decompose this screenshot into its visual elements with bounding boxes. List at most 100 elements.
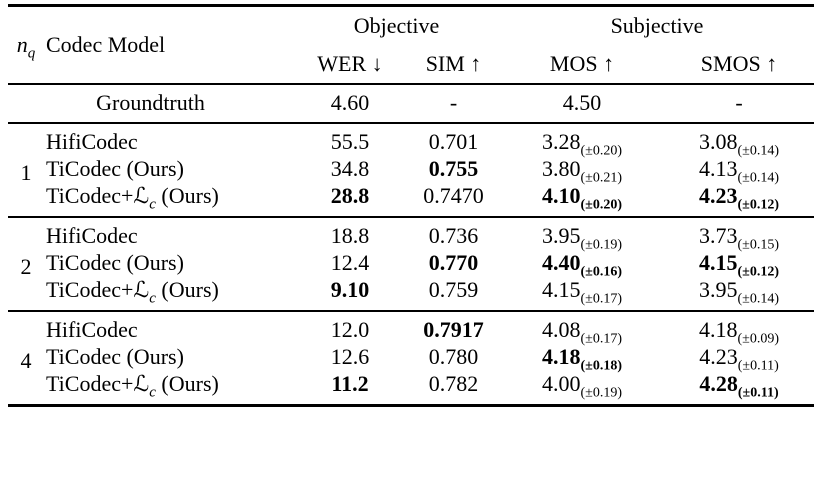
smos-ci: (±0.11) xyxy=(737,385,779,401)
model-name: HifiCodec xyxy=(44,311,293,342)
mos-main: 4.00 xyxy=(541,371,581,396)
mos-main: 3.80 xyxy=(541,156,581,181)
mos-ci: (±0.17) xyxy=(580,331,622,347)
table-row: TiCodec (Ours) 34.8 0.755 3.80(±0.21) 4.… xyxy=(8,154,814,185)
mos-value: 4.18(±0.18) xyxy=(500,342,664,373)
sim-value: 0.759 xyxy=(428,277,479,302)
mos-main: 4.15 xyxy=(541,277,581,302)
wer-value: 12.6 xyxy=(330,344,370,369)
sim-value: 0.7917 xyxy=(423,317,484,342)
smos-main: 4.18 xyxy=(698,317,738,342)
wer-value: 12.0 xyxy=(330,317,370,342)
smos-value: 4.23(±0.12) xyxy=(664,185,814,217)
model-name: TiCodec (Ours) xyxy=(44,248,293,279)
model-text: (Ours) xyxy=(155,276,219,302)
smos-value: 4.13(±0.14) xyxy=(664,154,814,185)
smos-ci: (±0.12) xyxy=(737,197,779,213)
wer-value: 34.8 xyxy=(330,156,370,181)
smos-value: 3.08(±0.14) xyxy=(664,123,814,158)
nq-symbol: n xyxy=(16,31,28,57)
sim-value: 0.780 xyxy=(428,344,479,369)
smos-main: 4.28 xyxy=(699,371,738,396)
model-name: HifiCodec xyxy=(44,123,293,154)
smos-main: 4.15 xyxy=(698,250,738,275)
group-nq1-section: 1 HifiCodec 55.5 0.701 3.28(±0.20) 3.08(… xyxy=(8,123,814,217)
group-nq4-section: 4 HifiCodec 12.0 0.7917 4.08(±0.17) 4.18… xyxy=(8,311,814,406)
smos-ci: (±0.14) xyxy=(737,170,779,186)
table-row: TiCodec+ℒc (Ours) 9.10 0.759 4.15(±0.17)… xyxy=(8,276,814,311)
mos-ci: (±0.17) xyxy=(580,291,622,307)
header-metric-row: WER ↓ SIM ↑ MOS ↑ SMOS ↑ xyxy=(8,45,814,84)
table-row: TiCodec+ℒc (Ours) 11.2 0.782 4.00(±0.19)… xyxy=(8,370,814,406)
col-header-nq: nq xyxy=(8,6,44,84)
group-nq2-section: 2 HifiCodec 18.8 0.736 3.95(±0.19) 3.73(… xyxy=(8,217,814,311)
model-text: (Ours) xyxy=(155,370,219,396)
mos-value: 3.95(±0.19) xyxy=(500,217,664,252)
smos-ci: (±0.09) xyxy=(737,331,779,347)
col-header-sim: SIM ↑ xyxy=(425,50,482,76)
results-table: nq Codec Model Objective Subjective WER … xyxy=(8,4,814,407)
wer-value: 4.60 xyxy=(330,89,370,115)
wer-value: 12.4 xyxy=(330,250,370,275)
header-group-row: nq Codec Model Objective Subjective xyxy=(8,6,814,60)
col-header-mos: MOS ↑ xyxy=(549,50,615,76)
model-text: TiCodec (Ours) xyxy=(46,249,184,275)
nq-subscript: q xyxy=(27,45,36,62)
model-text: HifiCodec xyxy=(46,316,138,342)
smos-value: 4.18(±0.09) xyxy=(664,311,814,346)
nq-value: 1 xyxy=(20,160,32,185)
smos-main: 4.23 xyxy=(698,183,738,208)
model-subscript: c xyxy=(149,383,156,400)
smos-value: 3.73(±0.15) xyxy=(664,217,814,252)
group-header-objective: Objective xyxy=(353,12,440,38)
mos-value: 3.28(±0.20) xyxy=(500,123,664,158)
smos-ci: (±0.11) xyxy=(737,358,779,374)
mos-main: 3.28 xyxy=(541,129,581,154)
model-text: HifiCodec xyxy=(46,222,138,248)
wer-value: 28.8 xyxy=(330,183,370,208)
mos-ci: (±0.20) xyxy=(580,143,622,159)
groundtruth-section: Groundtruth 4.60 - 4.50 - xyxy=(8,84,814,123)
smos-ci: (±0.12) xyxy=(737,264,779,280)
model-text: TiCodec+ xyxy=(46,370,134,396)
sim-value: 0.701 xyxy=(428,129,479,154)
smos-main: 4.13 xyxy=(698,156,738,181)
sim-value: 0.782 xyxy=(428,371,479,396)
smos-main: 4.23 xyxy=(699,344,738,369)
smos-ci: (±0.14) xyxy=(737,291,779,307)
table-row: TiCodec (Ours) 12.6 0.780 4.18(±0.18) 4.… xyxy=(8,342,814,373)
mos-main: 4.40 xyxy=(541,250,581,275)
model-name: HifiCodec xyxy=(44,217,293,248)
col-header-smos: SMOS ↑ xyxy=(700,50,778,76)
smos-value: - xyxy=(735,89,743,115)
model-name: TiCodec (Ours) xyxy=(44,342,293,373)
wer-value: 55.5 xyxy=(330,129,370,154)
table-row: 2 HifiCodec 18.8 0.736 3.95(±0.19) 3.73(… xyxy=(8,217,814,278)
smos-value: 4.28(±0.11) xyxy=(664,373,814,406)
mos-ci: (±0.16) xyxy=(580,264,622,280)
sim-value: 0.7470 xyxy=(423,183,484,208)
table-row: Groundtruth 4.60 - 4.50 - xyxy=(8,84,814,123)
col-header-wer: WER ↓ xyxy=(317,50,383,76)
model-name: TiCodec+ℒc (Ours) xyxy=(44,184,293,217)
col-header-codec-model: Codec Model xyxy=(46,31,166,57)
script-L-symbol: ℒ xyxy=(133,371,150,397)
smos-main: 3.73 xyxy=(698,223,738,248)
model-subscript: c xyxy=(149,195,156,212)
mos-value: 4.10(±0.20) xyxy=(500,185,664,217)
smos-main: 3.95 xyxy=(698,277,738,302)
mos-value: 4.40(±0.16) xyxy=(500,248,664,279)
wer-value: 18.8 xyxy=(330,223,370,248)
smos-ci: (±0.15) xyxy=(737,237,779,253)
smos-value: 4.15(±0.12) xyxy=(664,248,814,279)
model-subscript: c xyxy=(149,289,156,306)
groundtruth-label: Groundtruth xyxy=(96,89,205,115)
mos-value: 4.50 xyxy=(562,89,602,115)
mos-main: 4.08 xyxy=(541,317,581,342)
mos-value: 4.08(±0.17) xyxy=(500,311,664,346)
mos-main: 4.10 xyxy=(541,183,581,208)
model-name: TiCodec+ℒc (Ours) xyxy=(44,276,293,311)
model-text: TiCodec+ xyxy=(46,276,134,302)
table-row: 4 HifiCodec 12.0 0.7917 4.08(±0.17) 4.18… xyxy=(8,311,814,371)
